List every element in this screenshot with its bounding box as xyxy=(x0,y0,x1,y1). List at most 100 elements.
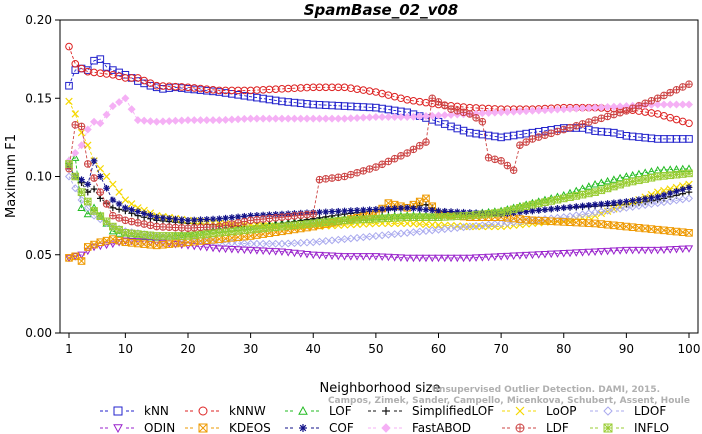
legend-item-kdeos: KDEOS xyxy=(185,421,271,434)
data-point-ldof xyxy=(421,226,430,235)
data-point-ldf xyxy=(309,210,318,218)
data-point-ldof xyxy=(616,204,625,213)
data-point-odin xyxy=(509,252,518,261)
data-point-ldf xyxy=(271,214,280,222)
data-point-inflo xyxy=(290,221,299,230)
data-point-ldf xyxy=(503,161,512,170)
data-point-odin xyxy=(190,242,199,251)
data-point-ldf xyxy=(303,210,311,219)
data-point-fastabod xyxy=(591,103,600,112)
data-point-loop xyxy=(121,196,130,204)
data-point-odin xyxy=(609,247,618,256)
legend-marker-odin xyxy=(113,424,123,434)
data-point-fastabod xyxy=(434,111,443,120)
legend-item-inflo: INFLO xyxy=(590,421,669,434)
data-point-ldf xyxy=(83,160,92,168)
data-point-ldf xyxy=(635,101,643,110)
data-point-odin xyxy=(534,251,543,259)
watermark-line-2: Campos, Zimek, Sander, Campello, Micenko… xyxy=(328,396,690,406)
data-point-cof xyxy=(159,214,167,222)
data-point-lof xyxy=(77,203,86,211)
data-point-cof xyxy=(535,207,542,214)
y-tick-label: 0.20 xyxy=(25,13,52,27)
data-point-lof xyxy=(615,173,625,182)
data-point-ldf xyxy=(152,222,161,231)
data-point-odin xyxy=(296,250,305,258)
data-point-ldof xyxy=(302,238,311,247)
data-point-odin xyxy=(108,240,117,249)
data-point-fastabod xyxy=(196,116,205,125)
x-tick-label: 40 xyxy=(306,342,321,356)
data-point-ldf xyxy=(253,215,261,224)
data-point-knnw xyxy=(71,60,80,68)
data-point-ldf xyxy=(622,106,631,115)
legend-marker-kdeos xyxy=(198,423,208,433)
legend-marker-knnw xyxy=(198,406,208,416)
data-point-ldof xyxy=(597,207,606,216)
data-point-kdeos xyxy=(647,225,656,233)
data-point-odin xyxy=(453,254,462,263)
data-point-fastabod xyxy=(534,106,543,115)
data-point-odin xyxy=(321,252,330,260)
data-point-ldf xyxy=(234,219,242,227)
data-point-cof xyxy=(685,184,693,191)
data-point-inflo xyxy=(115,225,123,234)
data-point-fastabod xyxy=(553,105,562,114)
legend-item-knn: kNN xyxy=(100,404,169,418)
data-point-loop xyxy=(77,128,86,137)
data-point-lof xyxy=(590,179,600,188)
data-point-cof xyxy=(679,186,687,193)
x-tick-label: 10 xyxy=(118,342,133,356)
data-point-cof xyxy=(591,201,599,208)
y-tick-label: 0.05 xyxy=(25,248,52,262)
data-point-fastabod xyxy=(559,105,568,114)
data-point-cof xyxy=(147,212,154,219)
data-point-fastabod xyxy=(666,100,675,109)
data-point-fastabod xyxy=(378,113,387,122)
data-point-fastabod xyxy=(209,116,218,125)
data-point-ldof xyxy=(390,230,399,239)
data-point-fastabod xyxy=(284,114,293,123)
data-point-loop xyxy=(102,172,111,181)
data-point-fastabod xyxy=(440,111,449,120)
x-tick-label: 20 xyxy=(180,342,195,356)
data-point-ldf xyxy=(71,121,80,129)
data-point-ldf xyxy=(290,212,299,220)
data-point-fastabod xyxy=(603,103,612,112)
data-point-ldof xyxy=(490,220,499,229)
data-point-ldof xyxy=(365,232,374,241)
legend-item-loop: LoOP xyxy=(502,404,577,418)
data-point-loop xyxy=(71,110,79,118)
data-point-fastabod xyxy=(71,149,80,158)
data-point-kdeos xyxy=(685,229,693,237)
data-point-ldof xyxy=(672,196,681,205)
data-point-odin xyxy=(421,254,431,263)
data-point-ldof xyxy=(459,223,468,232)
data-point-cof xyxy=(322,208,330,216)
data-point-odin xyxy=(252,247,262,255)
data-point-ldof xyxy=(497,219,506,228)
data-point-ldf xyxy=(265,214,274,223)
data-point-inflo xyxy=(102,217,111,226)
data-point-ldof xyxy=(296,238,305,247)
data-point-fastabod xyxy=(234,115,243,124)
data-point-ldof xyxy=(271,239,280,248)
data-point-ldf xyxy=(466,110,474,118)
data-point-cof xyxy=(347,207,355,214)
data-point-ldf xyxy=(347,170,355,179)
data-point-ldf xyxy=(328,174,336,182)
data-point-ldf xyxy=(434,98,443,106)
legend-marker-loop xyxy=(515,406,525,416)
data-point-fastabod xyxy=(315,114,324,123)
data-point-inflo xyxy=(597,186,606,195)
legend-label-ldf: LDF xyxy=(546,421,569,434)
data-point-odin xyxy=(553,250,562,258)
series-fastabod xyxy=(64,94,694,165)
data-point-cof xyxy=(623,198,630,205)
data-point-lof xyxy=(584,182,593,190)
data-point-fastabod xyxy=(77,141,86,150)
data-point-inflo xyxy=(484,209,493,218)
data-point-fastabod xyxy=(346,114,355,123)
data-point-knn xyxy=(685,135,693,143)
